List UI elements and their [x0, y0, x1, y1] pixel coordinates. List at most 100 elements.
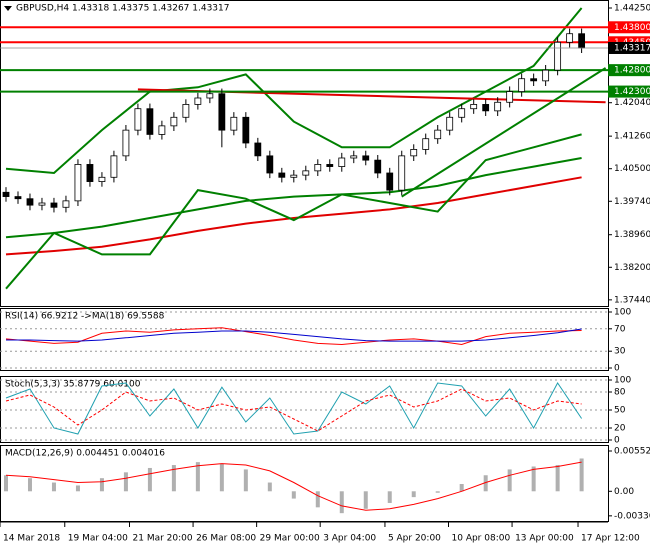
candle-body — [206, 93, 214, 99]
candle-body — [242, 116, 250, 144]
histogram-bar — [411, 491, 416, 498]
y-tick-label: -0.003367 — [614, 511, 650, 521]
level-box — [608, 85, 650, 98]
y-tick-label: 1.42040 — [614, 98, 650, 108]
candle-body — [290, 174, 298, 178]
histogram-bar — [51, 482, 56, 492]
candle-body — [278, 172, 286, 178]
histogram-bar — [507, 469, 512, 492]
level-label: 1.43800 — [614, 23, 650, 33]
histogram-bar — [171, 465, 176, 492]
overlay-line — [5, 133, 582, 290]
y-tick-label: 1.37440 — [614, 295, 650, 305]
candle-body — [170, 116, 178, 127]
last-price-label: 1.43317 — [614, 43, 650, 53]
histogram-bar — [579, 458, 584, 492]
indicator-line — [5, 382, 583, 435]
candle-body — [38, 202, 46, 206]
histogram-bar — [483, 475, 488, 492]
x-tick-label: 13 Apr 00:00 — [515, 534, 574, 544]
candle-body — [146, 108, 154, 135]
histogram-bar — [291, 491, 296, 499]
candle-body — [494, 101, 502, 112]
histogram-bar — [315, 491, 320, 508]
candle-body — [506, 91, 514, 103]
y-tick-label: 0 — [614, 364, 620, 374]
candle-body — [182, 104, 190, 118]
x-tick-label: 17 Apr 12:00 — [581, 534, 640, 544]
indicator-line — [6, 328, 582, 342]
candle-body — [566, 33, 574, 43]
panel-title: Stoch(5,3,3) 35.8779 60.0100 — [5, 380, 141, 390]
y-tick-label: 1.40500 — [614, 164, 650, 174]
x-tick-label: 10 Apr 08:00 — [452, 534, 511, 544]
indicator-line — [5, 388, 582, 432]
menu-arrow — [4, 6, 12, 11]
candle-body — [518, 78, 526, 92]
candle-body — [50, 202, 58, 208]
candle-body — [218, 93, 226, 131]
y-tick-label: 80 — [614, 388, 626, 398]
candle-body — [122, 129, 130, 157]
histogram-bar — [75, 485, 80, 492]
y-tick-label: 1.44250 — [614, 4, 650, 14]
candle-body — [110, 155, 118, 178]
y-tick-label: 0.00 — [614, 487, 634, 497]
candle-body — [422, 138, 430, 150]
panel-title: GBPUSD,H4 1.43318 1.43375 1.43267 1.4331… — [16, 4, 229, 14]
histogram-bar — [339, 491, 344, 514]
level-box — [608, 64, 650, 77]
x-tick-label: 19 Mar 04:00 — [68, 534, 128, 544]
candle-body — [314, 164, 322, 172]
y-tick-label: 20 — [614, 424, 626, 434]
candle-body — [62, 200, 70, 208]
histogram-bar — [435, 491, 440, 493]
candle-body — [410, 149, 418, 157]
y-tick-label: 1.41260 — [614, 132, 650, 142]
candle-body — [374, 159, 382, 174]
candle-body — [134, 108, 142, 131]
candle-body — [2, 191, 10, 197]
candle-body — [554, 41, 562, 71]
histogram-bar — [363, 491, 368, 509]
y-tick-label: 1.38960 — [614, 230, 650, 240]
y-tick-label: 100 — [614, 308, 631, 318]
candle-body — [194, 97, 202, 105]
overlay-line — [5, 157, 582, 239]
y-tick-label: 1.39740 — [614, 197, 650, 207]
panel-title: RSI(14) 66.9212 ->MA(18) 69.5588 — [5, 312, 165, 322]
candle-body — [158, 125, 166, 135]
candle-body — [386, 172, 394, 191]
last-price-box — [608, 41, 650, 54]
candle-body — [98, 176, 106, 182]
x-tick-label: 21 Mar 20:00 — [133, 534, 193, 544]
x-tick-label: 29 Mar 00:00 — [260, 534, 320, 544]
panel-frame — [0, 0, 609, 307]
overlay-line — [5, 7, 583, 175]
signal-line — [5, 461, 582, 511]
histogram-bar — [267, 482, 272, 492]
y-tick-label: 30 — [614, 347, 626, 357]
histogram-bar — [531, 466, 536, 492]
histogram-bar — [555, 465, 560, 492]
histogram-bar — [459, 484, 464, 492]
candle-body — [254, 142, 262, 157]
candle-body — [578, 33, 586, 49]
candle-body — [482, 104, 490, 112]
histogram-bar — [243, 469, 248, 492]
candle-body — [302, 170, 310, 176]
candle-body — [530, 78, 538, 82]
candle-body — [74, 164, 82, 202]
candle-body — [362, 155, 370, 161]
y-tick-label: 70 — [614, 324, 626, 334]
panel-frame — [0, 308, 609, 371]
histogram-bar — [219, 463, 224, 492]
y-tick-label: 100 — [614, 376, 631, 386]
histogram-bar — [195, 462, 200, 492]
trend-line — [401, 67, 607, 198]
level-label: 1.42300 — [614, 87, 650, 97]
candle-body — [398, 155, 406, 191]
candle-body — [86, 164, 94, 182]
candle-body — [350, 155, 358, 159]
